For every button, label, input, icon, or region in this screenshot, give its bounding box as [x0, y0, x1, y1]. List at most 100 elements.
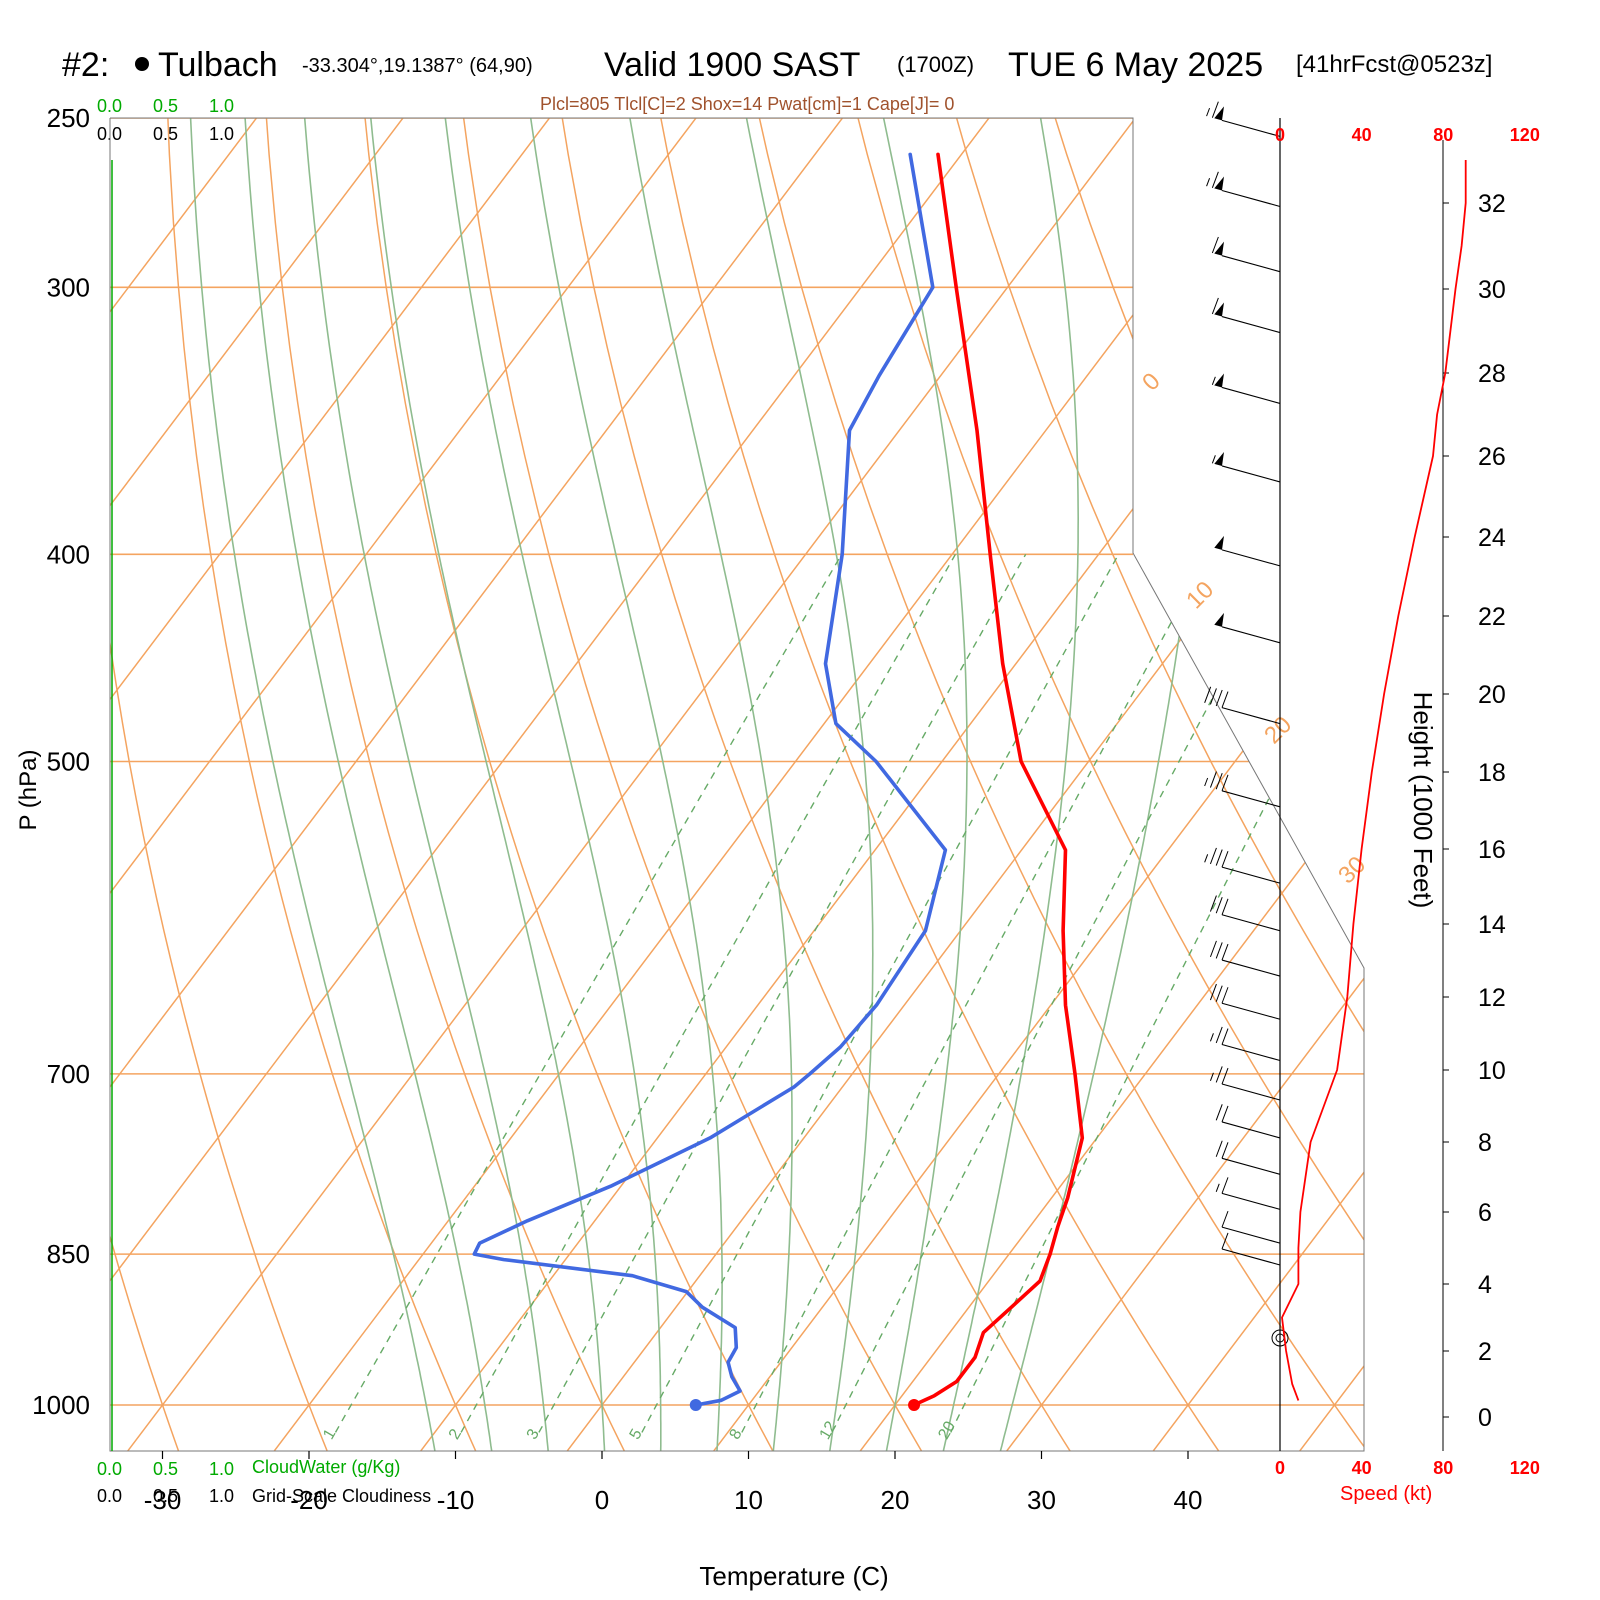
wind-barb-feather — [1211, 171, 1219, 188]
wind-barb-half-feather — [1211, 455, 1216, 464]
pressure-tick-label: 400 — [47, 539, 90, 569]
thermo-background — [110, 118, 1364, 1451]
height-tick-label: 24 — [1478, 524, 1506, 552]
wind-barb-feather — [1221, 1210, 1229, 1228]
isotherm-line — [1133, 118, 1364, 1451]
wind-barb-feather — [1221, 1232, 1229, 1250]
isotherm-line — [1279, 118, 1364, 1451]
height-tick-label: 30 — [1478, 276, 1506, 304]
wind-barb — [1204, 771, 1281, 808]
wind-barb-pennant — [1214, 176, 1224, 191]
cloud-water-tick: 0.0 — [97, 96, 122, 116]
wind-speed-panel: 0040408080120120024681012141618202224262… — [1275, 118, 1540, 1478]
dry-adiabat-line — [1334, 118, 1364, 1451]
mixing-ratio-label: 3 — [524, 1426, 543, 1442]
wind-barb-staff — [1221, 790, 1281, 808]
moist-adiabat-line — [936, 118, 1079, 1451]
speed-tick-bottom: 40 — [1352, 1458, 1372, 1478]
dry-adiabat-line — [110, 118, 339, 1451]
pressure-tick-label: 300 — [47, 272, 90, 302]
dry-adiabat-line — [750, 118, 1364, 1451]
wind-barb — [1215, 1104, 1281, 1139]
cloud-water-tick: 0.0 — [97, 1459, 122, 1479]
forecast-info: [41hrFcst@0523z] — [1296, 51, 1492, 78]
height-tick-label: 8 — [1478, 1129, 1492, 1157]
wind-barb-feather — [1221, 1105, 1229, 1123]
mixing-ratio-line — [741, 553, 1209, 1433]
isotherm-line — [110, 118, 286, 1451]
height-tick-label: 14 — [1478, 911, 1506, 939]
wind-barb-half-feather — [1206, 107, 1211, 117]
pressure-tick-label: 850 — [47, 1239, 90, 1269]
temperature-tick-label: -30 — [144, 1485, 182, 1515]
cloudiness-tick: 0.0 — [97, 1486, 122, 1506]
cloud-scale-bottom: 0.0 0.5 1.0 CloudWater (g/Kg) 0.0 0.5 1.… — [97, 1457, 431, 1506]
forecast-date: TUE 6 May 2025 — [1008, 46, 1263, 84]
isotherm-line — [110, 118, 579, 1451]
cloudiness-tick: 0.5 — [153, 1486, 178, 1506]
wind-barb-pennant — [1214, 106, 1224, 121]
speed-tick-top: 0 — [1275, 125, 1285, 145]
moist-adiabat-line — [303, 118, 552, 1451]
station-marker-icon — [135, 57, 149, 71]
temperature-tick-label: -20 — [290, 1485, 328, 1515]
wind-barb-staff — [1221, 549, 1281, 567]
wind-barb-feather — [1221, 943, 1229, 961]
pressure-axis-label: P (hPa) — [15, 750, 42, 831]
dry-adiabat-line — [165, 118, 488, 1451]
mixing-ratio-line — [831, 553, 1290, 1433]
pressure-tick-label: 1000 — [32, 1390, 90, 1420]
wind-barb-staff — [1221, 316, 1281, 334]
wind-barb-feather — [1221, 987, 1229, 1004]
wind-barb — [1211, 236, 1281, 273]
wind-barb — [1209, 983, 1281, 1020]
plot-frame — [109, 117, 1365, 1452]
wind-barb — [1209, 1026, 1281, 1062]
wind-barb-feather — [1209, 847, 1217, 865]
mixing-ratio-line — [641, 553, 1120, 1433]
height-tick-label: 6 — [1478, 1199, 1492, 1227]
cloudiness-tick: 1.0 — [209, 1486, 234, 1506]
wind-barb-feather — [1221, 774, 1229, 791]
wind-barb-feather — [1215, 1066, 1223, 1083]
wind-barb — [1221, 1232, 1281, 1266]
wind-barb — [1209, 1066, 1281, 1101]
speed-axis-label: Speed (kt) — [1340, 1483, 1432, 1505]
wind-barb — [1211, 373, 1281, 404]
speed-tick-bottom: 80 — [1433, 1458, 1453, 1478]
wind-barb — [1215, 1177, 1281, 1210]
valid-time: Valid 1900 SAST — [604, 46, 860, 84]
isotherm-line — [986, 118, 1364, 1451]
speed-tick-top: 80 — [1433, 125, 1453, 145]
cloud-water-tick: 0.5 — [153, 96, 178, 116]
wind-barb-staff — [1221, 1157, 1281, 1175]
isotherm-line — [110, 118, 1165, 1451]
height-tick-label: 18 — [1478, 759, 1506, 787]
wind-barb-pennant — [1214, 302, 1224, 317]
dewpoint-surface-point — [689, 1399, 702, 1411]
wind-barb-staff — [1221, 1121, 1281, 1139]
dry-adiabat-line — [262, 118, 638, 1451]
height-tick-label: 4 — [1478, 1271, 1492, 1299]
mixing-ratio-label: 12 — [817, 1418, 841, 1442]
wind-barb-feather — [1209, 983, 1217, 1001]
dry-adiabat-label: 10 — [1181, 576, 1219, 614]
wind-barb-feather — [1209, 940, 1217, 958]
dry-adiabat-line — [847, 118, 1364, 1451]
wind-barb — [1214, 535, 1281, 567]
moist-adiabat-line — [244, 118, 496, 1451]
pressure-tick-label: 500 — [47, 747, 90, 777]
temperature-tick-label: 30 — [1027, 1485, 1056, 1515]
wind-barb-staff — [1221, 707, 1281, 725]
height-axis-label: Height (1000 Feet) — [1408, 692, 1438, 909]
wind-barb — [1221, 1210, 1281, 1244]
wind-barb-half-feather — [1215, 1183, 1220, 1192]
wind-barb-half-feather — [1211, 376, 1216, 385]
wind-barb-feather — [1215, 896, 1223, 914]
temperature-tick-label: 20 — [881, 1485, 910, 1515]
moist-adiabat-line — [370, 118, 607, 1451]
wind-barb-feather — [1221, 850, 1229, 868]
moist-adiabat-line — [993, 118, 1212, 1451]
dry-adiabat-label: 0 — [1137, 368, 1166, 397]
wind-barb-pennant — [1214, 535, 1224, 550]
